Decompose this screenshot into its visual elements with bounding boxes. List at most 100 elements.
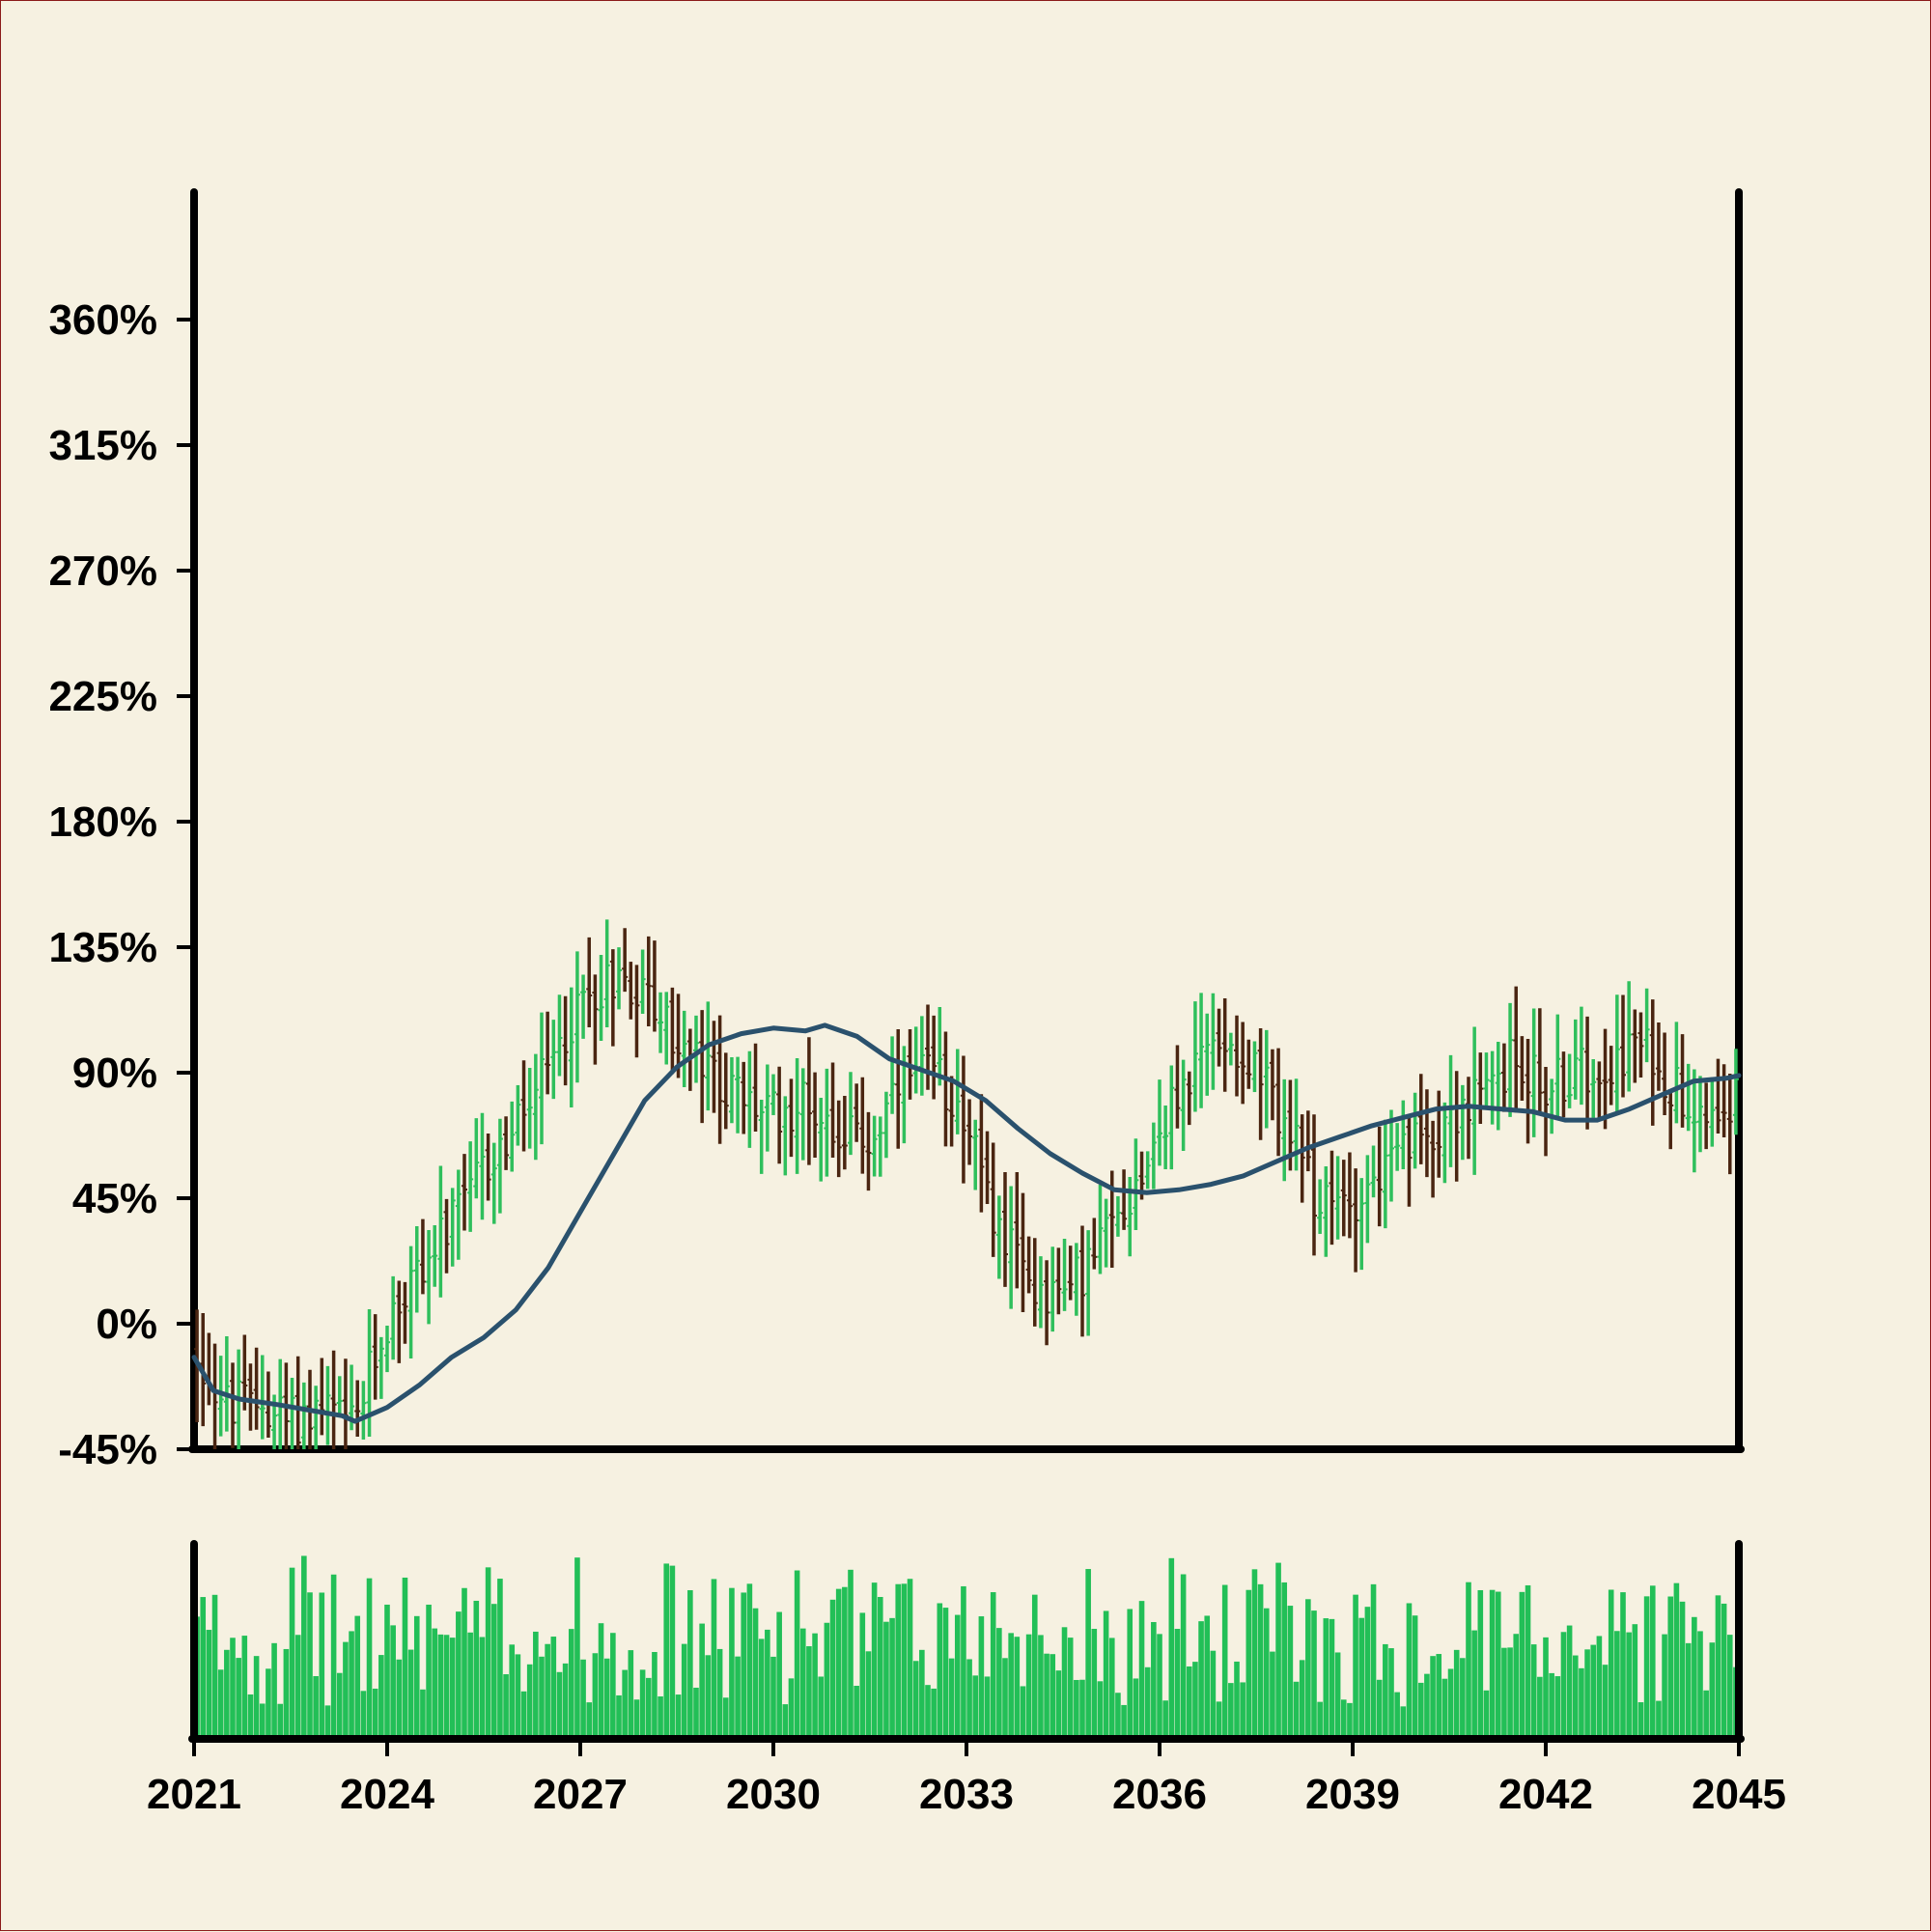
- volume-bar: [770, 1656, 776, 1735]
- volume-bar: [592, 1653, 599, 1735]
- ohlc-bar: [1400, 1100, 1407, 1169]
- ohlc-bar: [545, 1011, 551, 1095]
- volume-bar: [829, 1599, 836, 1735]
- volume-bar: [639, 1669, 646, 1735]
- ohlc-bar: [918, 1016, 925, 1096]
- ohlc-bar: [1186, 1071, 1192, 1126]
- volume-bar: [782, 1704, 789, 1735]
- ohlc-bar: [609, 949, 616, 1047]
- volume-bar: [1085, 1569, 1091, 1735]
- ohlc-bar: [942, 1031, 949, 1147]
- ohlc-bar: [972, 1119, 979, 1190]
- ohlc-bar: [633, 965, 640, 1058]
- volume-bar: [1620, 1592, 1626, 1735]
- ohlc-bar: [562, 995, 569, 1086]
- volume-bar: [1537, 1676, 1543, 1735]
- ohlc-bar: [1275, 1048, 1282, 1157]
- volume-bar: [1406, 1603, 1413, 1735]
- volume-bar: [919, 1649, 925, 1735]
- volume-bar: [1513, 1634, 1520, 1735]
- volume-bar: [354, 1615, 361, 1735]
- volume-bar: [1108, 1638, 1115, 1735]
- volume-bar: [1133, 1678, 1139, 1735]
- volume-bar: [1549, 1672, 1554, 1735]
- ohlc-bar: [1530, 1008, 1537, 1137]
- volume-bar: [1334, 1652, 1341, 1735]
- ohlc-bar: [1697, 1076, 1703, 1153]
- volume-bar: [1138, 1601, 1145, 1735]
- volume-bar: [799, 1628, 806, 1735]
- ohlc-bar: [716, 1015, 723, 1144]
- ohlc-bar: [1394, 1123, 1401, 1171]
- ohlc-bar: [384, 1326, 390, 1373]
- volume-bar: [818, 1676, 825, 1735]
- volume-bar: [1673, 1582, 1680, 1735]
- volume-bar: [1044, 1653, 1049, 1735]
- ohlc-bar: [1417, 1074, 1424, 1164]
- ohlc-bar: [752, 1043, 759, 1132]
- volume-bar: [319, 1592, 325, 1735]
- x-tick-label: 2039: [1305, 1771, 1400, 1818]
- volume-bar: [247, 1694, 254, 1735]
- ohlc-bar: [211, 1343, 218, 1449]
- ohlc-bar: [300, 1382, 307, 1449]
- ohlc-bar: [1459, 1084, 1466, 1161]
- volume-bar: [1667, 1596, 1674, 1735]
- volume-bar: [699, 1623, 705, 1735]
- ohlc-bar: [948, 1076, 955, 1147]
- ohlc-bar: [390, 1275, 397, 1360]
- ohlc-bar: [1353, 1168, 1359, 1273]
- ohlc-bars: [194, 919, 1739, 1449]
- ohlc-bar: [1507, 1002, 1514, 1117]
- ohlc-bar: [432, 1224, 438, 1287]
- volume-bar: [343, 1641, 349, 1735]
- ohlc-bar: [1121, 1169, 1128, 1230]
- ohlc-bar: [1519, 1036, 1525, 1102]
- ohlc-bar: [1423, 1089, 1430, 1178]
- volume-bar: [503, 1674, 509, 1735]
- ohlc-bar: [1061, 1239, 1068, 1311]
- ohlc-bar: [253, 1347, 260, 1430]
- volume-bar: [1692, 1616, 1697, 1735]
- ohlc-bar: [1245, 1039, 1252, 1089]
- ohlc-bar: [1513, 986, 1520, 1113]
- ohlc-bar: [764, 1064, 770, 1152]
- volume-bar: [1204, 1615, 1211, 1735]
- volume-bar: [1364, 1607, 1371, 1735]
- ohlc-bar: [1334, 1156, 1341, 1240]
- ohlc-bar: [1191, 1001, 1198, 1112]
- volume-bar: [996, 1628, 1002, 1735]
- ohlc-bar: [289, 1377, 295, 1449]
- volume-bar: [901, 1583, 908, 1735]
- volume-bar: [230, 1638, 236, 1735]
- volume-bar: [824, 1622, 830, 1735]
- volume-bar: [722, 1697, 729, 1735]
- ohlc-bar: [259, 1355, 266, 1440]
- ohlc-bar: [603, 919, 610, 1028]
- y-tick-label: 45%: [72, 1175, 157, 1222]
- volume-bar: [1566, 1625, 1573, 1735]
- volume-bar: [1168, 1557, 1175, 1735]
- volume-bar: [1412, 1615, 1418, 1735]
- volume-bar: [277, 1703, 284, 1735]
- ohlc-bar: [556, 994, 563, 1077]
- volume-bar: [1025, 1634, 1032, 1735]
- ohlc-bar: [413, 1225, 420, 1313]
- volume-bar: [349, 1631, 354, 1735]
- volume-bar: [1067, 1638, 1074, 1735]
- x-tick-label: 2042: [1498, 1771, 1593, 1818]
- ohlc-bar: [669, 987, 676, 1075]
- volume-bar: [812, 1633, 818, 1735]
- volume-bar: [456, 1611, 462, 1735]
- ohlc-bar: [419, 1218, 426, 1295]
- ohlc-bar: [1549, 1078, 1555, 1134]
- ohlc-bar: [223, 1335, 230, 1432]
- ohlc-bar: [645, 936, 652, 1026]
- volume-bar: [1251, 1569, 1258, 1735]
- volume-bar: [716, 1648, 723, 1735]
- y-tick-label: 315%: [48, 422, 157, 469]
- volume-bar: [1507, 1647, 1513, 1735]
- ohlc-bar: [509, 1101, 516, 1172]
- volume-bar: [266, 1668, 271, 1735]
- volume-bar: [1447, 1668, 1454, 1735]
